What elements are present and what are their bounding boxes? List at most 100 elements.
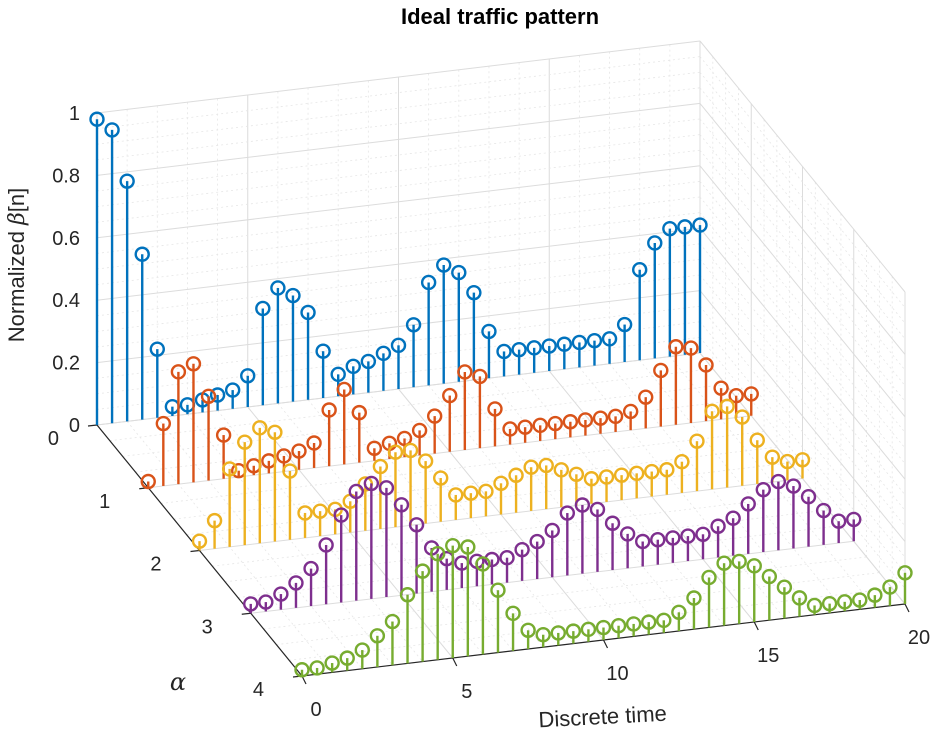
- stem-marker: [426, 408, 443, 424]
- stem-marker: [562, 414, 579, 430]
- stem-marker: [867, 587, 883, 603]
- back-wall-grid-line: [96, 87, 701, 161]
- side-wall-grid-line: [699, 149, 906, 402]
- stem-marker: [650, 531, 666, 548]
- back-wall-grid-line: [96, 274, 701, 348]
- stem-marker: [535, 627, 551, 643]
- back-wall-grid-line: [96, 165, 701, 239]
- stem-marker: [318, 537, 334, 553]
- floor-grid-line: [263, 556, 867, 630]
- side-wall-grid-line: [699, 305, 906, 558]
- stem-marker: [155, 415, 172, 432]
- floor-grid-line: [518, 374, 725, 626]
- x-tick-mark: [602, 639, 609, 649]
- z-tick-label: 0.4: [52, 290, 80, 312]
- stem-marker: [273, 586, 289, 602]
- stem-marker: [460, 539, 476, 555]
- stem-marker: [517, 419, 533, 435]
- side-wall-grid-line: [699, 290, 906, 542]
- y-tick-mark: [87, 424, 98, 427]
- floor-grid-line: [428, 385, 634, 637]
- stem-marker: [520, 622, 536, 638]
- stem-marker: [255, 300, 271, 317]
- stem-marker: [547, 415, 563, 432]
- y-tick-mark: [190, 549, 200, 553]
- back-wall-grid-line: [96, 181, 701, 254]
- series-2: [191, 398, 811, 551]
- stem-marker: [586, 332, 603, 349]
- stem-marker: [674, 454, 690, 470]
- stem-marker: [800, 489, 817, 505]
- stem-marker: [333, 507, 349, 523]
- stem-marker: [363, 475, 380, 492]
- stem-marker: [209, 387, 226, 403]
- stem-marker: [571, 334, 588, 351]
- side-wall-grid-line: [699, 337, 906, 589]
- stem-marker: [149, 341, 166, 357]
- x-tick-mark: [452, 657, 458, 667]
- stem-marker: [568, 466, 585, 482]
- stem-marker: [852, 592, 868, 608]
- stem-marker: [414, 563, 431, 579]
- chart-title: Ideal traffic pattern: [401, 4, 599, 29]
- stem-marker: [402, 442, 419, 459]
- stem-marker: [704, 403, 720, 419]
- stem-marker: [719, 398, 735, 415]
- floor-grid-line: [488, 377, 695, 630]
- stem-marker: [725, 510, 741, 526]
- stem-marker: [662, 220, 678, 237]
- x-tick-label: 5: [461, 681, 472, 703]
- z-axis-label-prefix: Normalized: [4, 225, 29, 342]
- y-tick-label: 2: [150, 554, 161, 576]
- x-tick-mark: [904, 603, 910, 613]
- stem-marker: [312, 503, 328, 519]
- back-wall-grid-line: [96, 196, 701, 270]
- series-4: [294, 537, 913, 678]
- y-tick-label: 0: [48, 428, 59, 450]
- stem-marker: [378, 480, 395, 496]
- back-wall-grid-line: [96, 290, 701, 364]
- stem-marker: [846, 511, 862, 528]
- side-wall-grid-line: [699, 40, 906, 293]
- stem-marker: [291, 443, 307, 459]
- floor-grid-line: [109, 368, 713, 442]
- stem-marker: [716, 555, 732, 571]
- stem-marker: [315, 343, 331, 359]
- side-wall-grid-line: [699, 87, 906, 340]
- stem-marker: [336, 381, 352, 398]
- back-wall-grid-line: [96, 321, 701, 395]
- side-wall-grid-line: [699, 56, 906, 308]
- stem-marker: [577, 412, 594, 428]
- stem-marker: [791, 590, 808, 606]
- stem-marker: [574, 497, 591, 513]
- stem-marker: [191, 533, 208, 549]
- series-1: [140, 339, 759, 490]
- stem-marker: [598, 469, 615, 485]
- stem-marker: [240, 368, 256, 384]
- stem-marker: [300, 304, 316, 321]
- side-wall-grid-line: [699, 134, 906, 386]
- stem-marker: [740, 496, 756, 512]
- stem-marker: [433, 470, 449, 486]
- stem-marker: [731, 553, 747, 570]
- stem-marker: [237, 434, 253, 450]
- x-tick-label: 10: [606, 663, 628, 685]
- stem-marker: [544, 522, 560, 539]
- stem-marker: [779, 453, 796, 470]
- stem-marker: [89, 111, 105, 127]
- floor-grid-line: [217, 410, 423, 662]
- floor-grid-line: [639, 359, 846, 612]
- floor-grid-line: [458, 381, 665, 634]
- back-wall-grid-line: [96, 56, 701, 129]
- stem-marker: [375, 345, 392, 362]
- floor-grid-line: [289, 587, 893, 661]
- stem-marker: [475, 556, 491, 572]
- stem-marker: [508, 467, 524, 483]
- stem-marker: [647, 235, 663, 251]
- stem-marker: [451, 264, 467, 281]
- stem-marker: [580, 621, 597, 638]
- stem-marker: [734, 409, 750, 425]
- stem-marker: [695, 526, 711, 542]
- stem-marker: [267, 424, 283, 440]
- stem-marker: [671, 604, 687, 620]
